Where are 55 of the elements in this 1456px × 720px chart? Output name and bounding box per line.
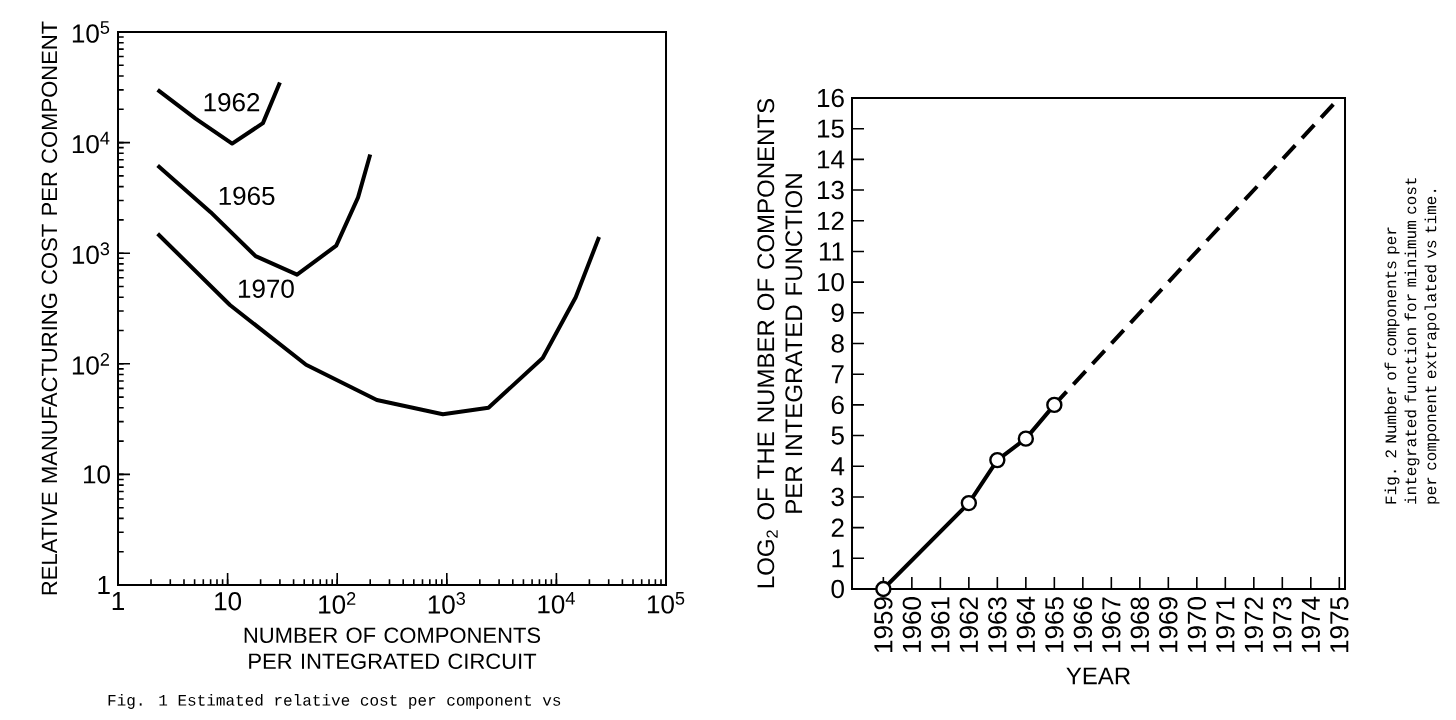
x-tick-label: 1964 xyxy=(1016,596,1036,652)
x-tick-label: 1965 xyxy=(1045,597,1064,652)
series-label: 1962 xyxy=(204,93,260,112)
y-tick-label: 10$^{4}$ xyxy=(72,131,110,154)
x-tick-label: 1970 xyxy=(1187,597,1207,652)
y-tick-label: 1 xyxy=(98,576,110,594)
y-tick-label: 16 xyxy=(818,88,844,108)
x-tick-label: 1973 xyxy=(1273,597,1292,652)
y-tick-label: 10$^{2}$ xyxy=(72,352,110,375)
y-axis-title: LOG$_{2}$ OF THE NUMBER OF COMPONENTS PER INTEGRATED FUNCTION xyxy=(757,99,803,588)
y-tick-label: 1 xyxy=(832,549,844,568)
x-tick-label: 1959 xyxy=(874,597,893,652)
x-tick-label: 1963 xyxy=(988,597,1007,652)
x-tick-label: 1972 xyxy=(1244,597,1264,652)
caption: Fig. 2 Number of components per integrated function for minimum cost per component extrapolated vs time. xyxy=(1384,178,1440,504)
y-tick-label: 10 xyxy=(84,465,110,484)
x-tick-label: 1966 xyxy=(1073,597,1093,652)
x-tick-label: 10$^{4}$ xyxy=(538,592,575,614)
y-tick-label: 2 xyxy=(831,518,844,537)
y-tick-label: 15 xyxy=(818,119,844,138)
x-tick-label: 1 xyxy=(112,592,124,610)
y-tick-label: 10 xyxy=(818,272,844,292)
y-tick-label: 12 xyxy=(818,211,844,230)
x-tick-label: 1971 xyxy=(1216,597,1235,652)
y-tick-label: 8 xyxy=(831,334,844,353)
y-tick-label: 14 xyxy=(818,150,845,169)
y-axis-title: RELATIVE MANUFACTURING COST PER COMPONENT xyxy=(41,21,58,595)
x-tick-label: 1974 xyxy=(1301,596,1321,652)
y-tick-label: 9 xyxy=(831,303,844,323)
x-tick-label: 1968 xyxy=(1130,597,1150,652)
y-tick-label: 11 xyxy=(819,242,844,261)
x-tick-label: 10$^{2}$ xyxy=(319,592,356,614)
x-axis-title: NUMBER OF COMPONENTS PER INTEGRATED CIRCUIT xyxy=(244,627,541,670)
x-tick-label: 1962 xyxy=(959,597,979,652)
y-tick-label: 6 xyxy=(831,395,844,415)
y-tick-label: 7 xyxy=(831,365,844,384)
x-tick-label: 1961 xyxy=(931,597,950,652)
y-tick-label: 5 xyxy=(831,426,844,445)
y-tick-label: 13 xyxy=(818,180,844,200)
x-tick-label: 1969 xyxy=(1159,597,1178,652)
x-axis-title: YEAR xyxy=(1066,667,1131,685)
caption: Fig. 1 Estimated relative cost per component vs xyxy=(108,694,561,709)
y-tick-label: 10$^{5}$ xyxy=(72,21,110,43)
series-label: 1965 xyxy=(219,186,275,206)
y-tick-label: 4 xyxy=(831,457,845,476)
y-tick-label: 0 xyxy=(831,579,844,599)
x-tick-label: 10 xyxy=(215,592,242,611)
y-tick-label: 3 xyxy=(831,487,844,507)
x-tick-label: 10$^{3}$ xyxy=(428,592,466,614)
x-tick-label: 1960 xyxy=(902,597,922,652)
x-tick-label: 1975 xyxy=(1330,597,1349,652)
x-tick-label: 10$^{5}$ xyxy=(647,592,685,614)
y-tick-label: 10$^{3}$ xyxy=(72,242,110,265)
series-label: 1970 xyxy=(238,279,294,298)
x-tick-label: 1967 xyxy=(1102,597,1121,652)
